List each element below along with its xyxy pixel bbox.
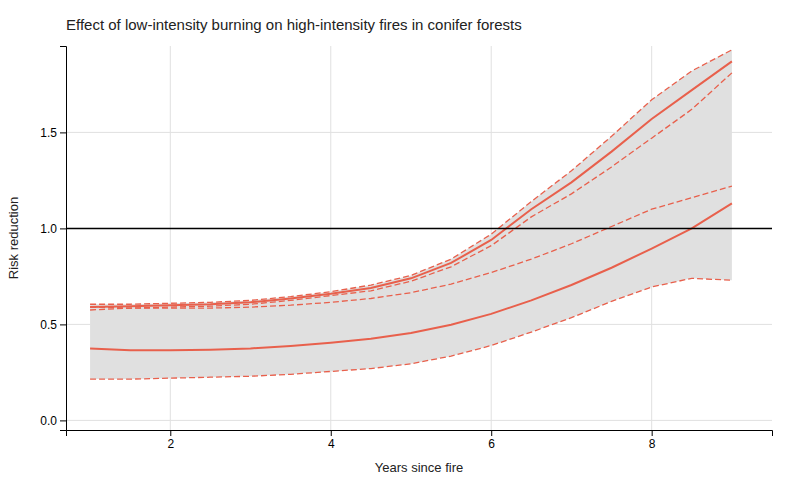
x-axis: 2 4 6 8	[67, 430, 773, 451]
grid	[66, 46, 772, 430]
x-tick: 8	[649, 430, 656, 451]
y-tick: 1.0	[40, 222, 66, 236]
y-tick: 0.0	[40, 414, 66, 428]
y-grid-line	[66, 420, 772, 421]
title: Effect of low-intensity burning on high-…	[66, 16, 522, 33]
y-axis-title: Risk reduction	[6, 197, 21, 279]
x-tick-mark	[170, 430, 171, 436]
x-tick-label: 8	[649, 437, 656, 451]
reference-line	[66, 228, 772, 230]
y-tick-label: 1.5	[40, 126, 57, 140]
x-axis-line	[67, 431, 773, 437]
y-tick-label: 1.0	[40, 222, 57, 236]
band-area	[90, 50, 732, 379]
y-tick-mark	[60, 228, 66, 229]
x-tick-mark	[652, 430, 653, 436]
dashed-line	[90, 50, 732, 304]
y-axis-line	[60, 47, 67, 431]
y-tick-mark	[60, 132, 66, 133]
x-tick-mark	[331, 430, 332, 436]
dashed-line	[90, 186, 732, 308]
y-tick: 1.5	[40, 126, 66, 140]
chart: 2 4 6 8 0.0 0.5 1.0 1.5 Effect of low-intensity …	[0, 0, 800, 486]
y-tick-label: 0.5	[40, 318, 57, 332]
y-axis: 0.0 0.5 1.0 1.5	[40, 47, 66, 431]
x-tick-label: 2	[167, 437, 174, 451]
y-grid-line	[66, 228, 772, 229]
x-tick-label: 4	[328, 437, 335, 451]
solid-line	[90, 203, 732, 350]
x-tick: 6	[488, 430, 495, 451]
x-tick-mark	[491, 430, 492, 436]
solid-line	[90, 61, 732, 307]
dashed-line	[90, 73, 732, 310]
x-axis-title: Years since fire	[375, 460, 463, 475]
y-tick-label: 0.0	[40, 414, 57, 428]
x-grid-line	[330, 46, 331, 430]
dashed-line	[90, 278, 732, 379]
y-tick: 0.5	[40, 318, 66, 332]
y-tick-mark	[60, 324, 66, 325]
x-tick: 2	[167, 430, 174, 451]
chart-container: 2 4 6 8 0.0 0.5 1.0 1.5 Effect of low-intensity …	[0, 0, 800, 486]
y-tick-mark	[60, 420, 66, 421]
x-tick: 4	[328, 430, 335, 451]
x-tick-label: 6	[488, 437, 495, 451]
plot-area	[66, 50, 772, 379]
